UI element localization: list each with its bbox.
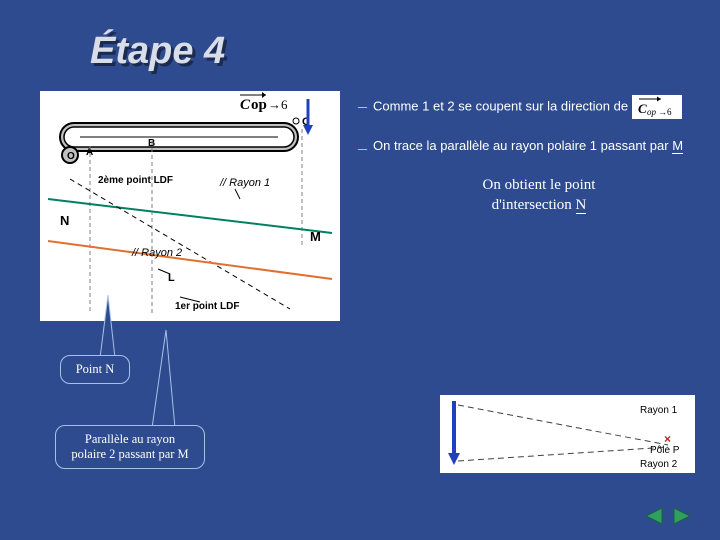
- svg-text:×: ×: [664, 432, 671, 446]
- lower-diagram: Rayon 1 Rayon 2 × Pôle P: [440, 395, 695, 473]
- nav-next-button[interactable]: [670, 506, 694, 526]
- svg-text:2ème point LDF: 2ème point LDF: [98, 175, 173, 186]
- slide-title: Étape 4: [90, 30, 690, 73]
- conclusion-n: N: [576, 197, 587, 214]
- svg-text:→6: →6: [268, 97, 288, 112]
- svg-text:M: M: [310, 229, 321, 244]
- bullet-1: Comme 1 et 2 se coupent sur la direction…: [373, 95, 682, 119]
- callout-parallele: Parallèle au rayon polaire 2 passant par…: [55, 425, 205, 469]
- svg-text:Rayon 1: Rayon 1: [640, 405, 678, 416]
- nav-prev-button[interactable]: [642, 506, 666, 526]
- callout-point-n: Point N: [60, 355, 130, 384]
- svg-text:N: N: [60, 213, 69, 228]
- main-diagram: C op →6 O A B C: [40, 91, 340, 321]
- svg-text:O: O: [67, 151, 75, 162]
- bullet-dash-icon: –: [358, 97, 367, 115]
- svg-text:op: op: [647, 107, 657, 117]
- cop-formula-inline: C op →6: [632, 95, 682, 119]
- bullet-dash-icon: –: [358, 139, 367, 157]
- conclusion-text: On obtient le point d'intersection N: [388, 175, 690, 216]
- svg-text:// Rayon 1: // Rayon 1: [219, 177, 270, 189]
- svg-text:Rayon 2: Rayon 2: [640, 459, 678, 470]
- svg-text:op: op: [251, 97, 267, 113]
- bullet-1-text: Comme 1 et 2 se coupent sur la direction…: [373, 98, 628, 113]
- svg-text:1er point LDF: 1er point LDF: [175, 301, 239, 312]
- svg-text:// Rayon 2: // Rayon 2: [131, 247, 182, 259]
- svg-text:Pôle P: Pôle P: [650, 445, 680, 456]
- explanation-text: – Comme 1 et 2 se coupent sur la directi…: [350, 91, 690, 321]
- svg-text:→6: →6: [658, 107, 672, 117]
- bullet-2: On trace la parallèle au rayon polaire 1…: [373, 137, 683, 155]
- svg-text:C: C: [240, 97, 251, 113]
- bullet-2-m: M: [672, 138, 683, 154]
- svg-text:C: C: [638, 101, 647, 116]
